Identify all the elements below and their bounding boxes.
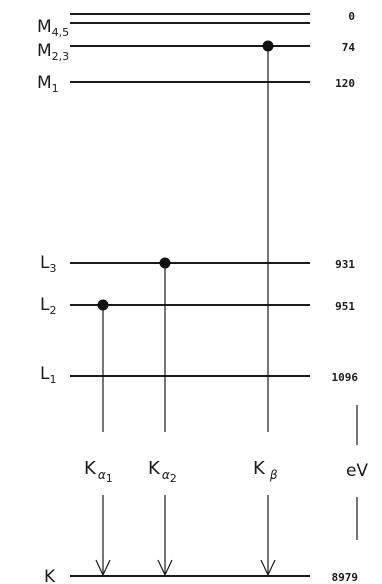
arrowhead-kb [260, 559, 276, 577]
energy-value-m23: 74 [342, 41, 356, 54]
level-label-l1: L1 [40, 364, 56, 386]
level-label-l3: L3 [40, 253, 56, 275]
energy-value-l2: 951 [335, 300, 355, 313]
level-label-m23: M2,3 [37, 41, 69, 63]
level-label-m45: M4,5 [37, 17, 69, 39]
energy-values: 0 74 120 931 951 1096 8979 [332, 10, 359, 584]
origin-dot-l2 [97, 299, 109, 311]
energy-value-m1: 120 [335, 77, 355, 90]
level-labels: M4,5 M2,3 M1 L3 L2 L1 K [37, 17, 69, 584]
energy-value-l1: 1096 [332, 371, 359, 384]
origin-dot-l3 [159, 257, 171, 269]
origin-dots [97, 40, 274, 311]
level-label-l2: L2 [40, 295, 56, 317]
level-label-k: K [44, 567, 56, 584]
arrowhead-ka1 [95, 559, 111, 577]
energy-value-m45: 0 [348, 10, 355, 23]
origin-dot-m23 [262, 40, 274, 52]
energy-value-k: 8979 [332, 571, 359, 584]
arrowhead-ka2 [157, 559, 173, 577]
energy-value-l3: 931 [335, 258, 355, 271]
transition-lines [95, 46, 358, 577]
level-label-m1: M1 [37, 73, 59, 95]
level-lines [70, 13, 310, 577]
unit-label: eV [346, 461, 368, 481]
